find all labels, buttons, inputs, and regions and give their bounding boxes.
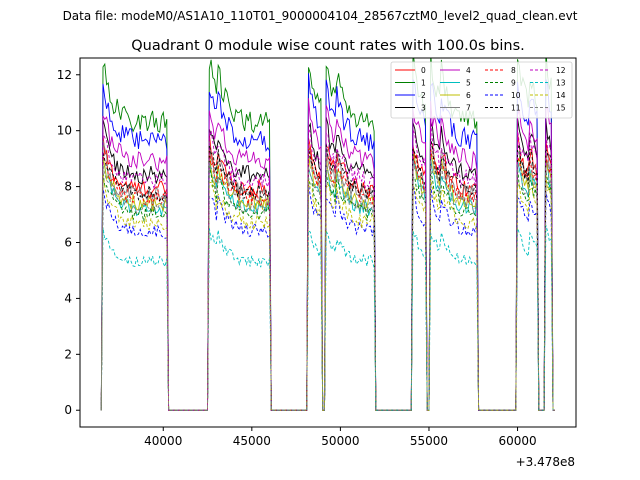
legend-label: 9 <box>511 79 516 88</box>
y-tick-label: 4 <box>64 291 72 305</box>
y-tick-label: 10 <box>57 124 72 138</box>
legend-item: 1 <box>395 79 426 88</box>
x-tick-label: 40000 <box>144 434 182 448</box>
legend-label: 11 <box>511 104 521 113</box>
y-tick-label: 0 <box>64 403 72 417</box>
legend-item: 12 <box>530 66 566 75</box>
y-tick-label: 12 <box>57 68 72 82</box>
legend-label: 2 <box>421 91 426 100</box>
x-tick-label: 50000 <box>321 434 359 448</box>
legend-label: 4 <box>466 66 471 75</box>
legend-label: 6 <box>466 91 471 100</box>
legend-item: 14 <box>530 91 566 100</box>
legend-label: 7 <box>466 104 471 113</box>
legend-item: 2 <box>395 91 426 100</box>
y-tick-label: 2 <box>64 347 72 361</box>
data-file-label: Data file: modeM0/AS1A10_110T01_90000041… <box>63 9 578 23</box>
legend-label: 14 <box>556 91 566 100</box>
legend-label: 8 <box>511 66 516 75</box>
legend-item: 4 <box>440 66 471 75</box>
series-line-15 <box>100 159 555 411</box>
chart-title: Quadrant 0 module wise count rates with … <box>131 38 525 54</box>
legend-item: 9 <box>485 79 516 88</box>
legend-item: 13 <box>530 79 566 88</box>
legend-item: 5 <box>440 79 471 88</box>
x-tick-label: 55000 <box>410 434 448 448</box>
legend-label: 15 <box>556 104 566 113</box>
x-tick-label: 45000 <box>233 434 271 448</box>
legend-item: 3 <box>395 104 426 113</box>
legend-label: 13 <box>556 79 566 88</box>
legend-label: 0 <box>421 66 426 75</box>
legend-item: 0 <box>395 66 426 75</box>
legend-box <box>390 61 573 119</box>
legend-item: 10 <box>485 91 521 100</box>
legend-label: 10 <box>511 91 521 100</box>
legend-item: 15 <box>530 104 566 113</box>
x-offset-label: +3.478e8 <box>516 455 575 469</box>
series-group <box>100 58 555 411</box>
legend-item: 11 <box>485 104 521 113</box>
legend-item: 6 <box>440 91 471 100</box>
legend-item: 8 <box>485 66 516 75</box>
y-tick-label: 6 <box>64 236 72 250</box>
legend-item: 7 <box>440 104 471 113</box>
y-tick-label: 8 <box>64 180 72 194</box>
legend-label: 12 <box>556 66 566 75</box>
legend-label: 5 <box>466 79 471 88</box>
x-tick-label: 60000 <box>498 434 536 448</box>
legend-label: 3 <box>421 104 426 113</box>
legend-label: 1 <box>421 79 426 88</box>
